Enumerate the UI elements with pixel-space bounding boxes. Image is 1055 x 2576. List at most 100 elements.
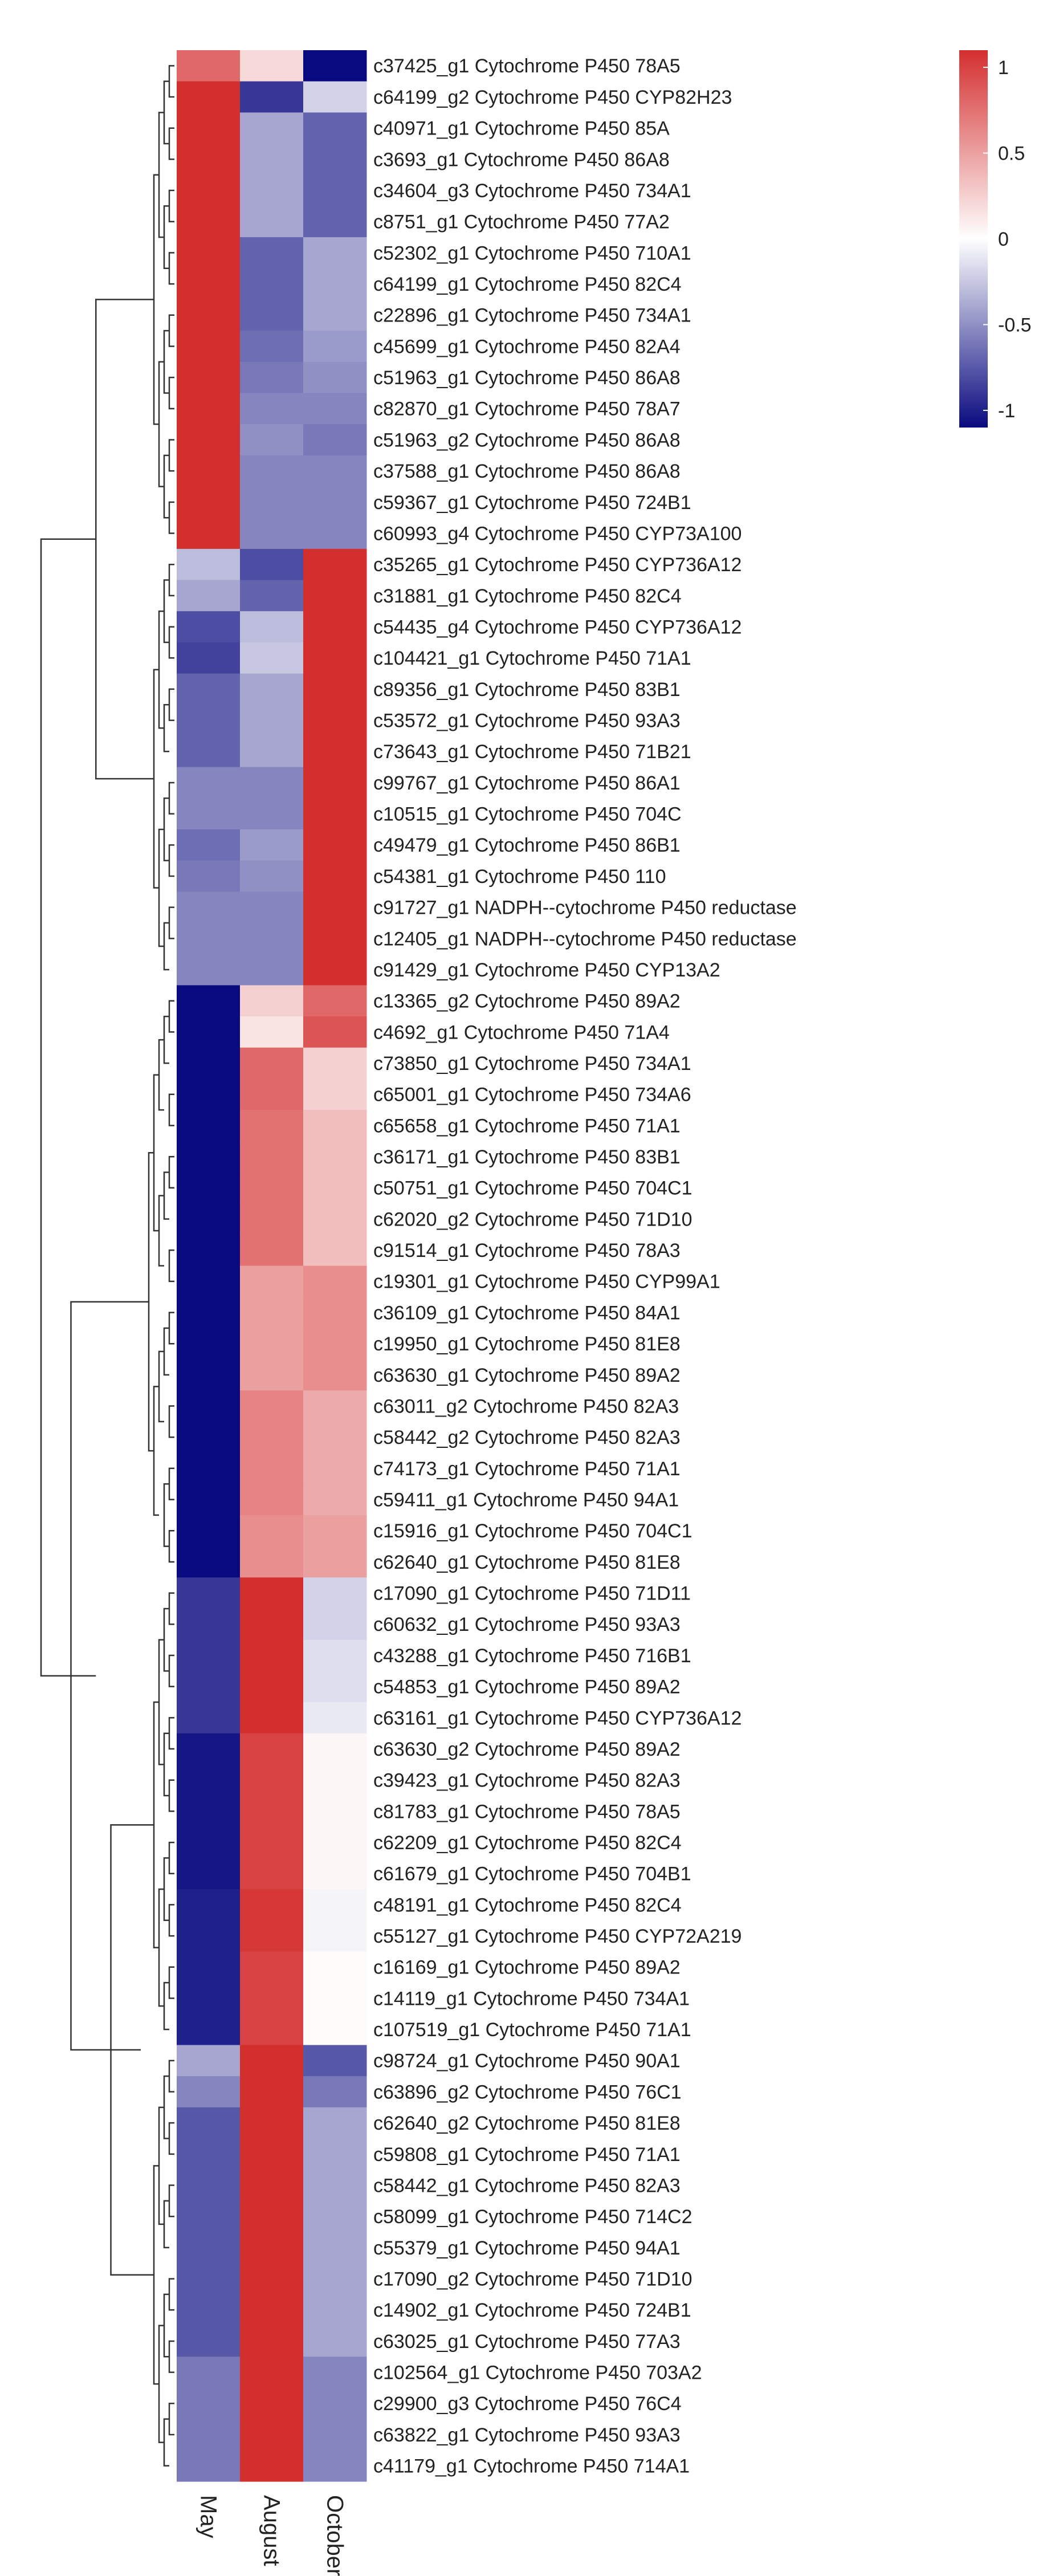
heatmap-cell — [240, 1421, 304, 1454]
heatmap-cell — [240, 548, 304, 581]
heatmap-cell — [240, 1546, 304, 1578]
heatmap-cell — [303, 486, 367, 518]
colorbar-gradient — [959, 50, 988, 428]
row-label: c16169_g1 Cytochrome P450 89A2 — [373, 1957, 681, 1979]
heatmap-cell — [177, 798, 241, 830]
heatmap-cell — [177, 860, 241, 892]
dendrogram-branch — [168, 1467, 174, 1500]
heatmap-cell — [177, 144, 241, 176]
row-label: c55379_g1 Cytochrome P450 94A1 — [373, 2237, 681, 2259]
heatmap-cell — [240, 2138, 304, 2170]
dendrogram-branch — [168, 2060, 174, 2093]
dendrogram-branch — [163, 1171, 169, 1220]
heatmap-cell — [240, 299, 304, 331]
row-label: c64199_g2 Cytochrome P450 CYP82H23 — [373, 87, 732, 108]
row-label: c36171_g1 Cytochrome P450 83B1 — [373, 1146, 681, 1168]
heatmap-cell — [240, 580, 304, 612]
row-label: c8751_g1 Cytochrome P450 77A2 — [373, 211, 670, 233]
dendrogram-branch — [168, 1779, 174, 1812]
dendrogram-branch — [168, 65, 174, 98]
heatmap-cell — [177, 1796, 241, 1828]
row-label: c98724_g1 Cytochrome P450 90A1 — [373, 2050, 681, 2072]
dendrogram-branch — [163, 579, 169, 644]
heatmap-cell — [177, 767, 241, 799]
heatmap-cell — [177, 2200, 241, 2233]
row-label: c13365_g2 Cytochrome P450 89A2 — [373, 991, 681, 1012]
heatmap-cell — [177, 1733, 241, 1765]
heatmap-cell — [240, 486, 304, 518]
row-label: c73643_g1 Cytochrome P450 71B21 — [373, 741, 691, 763]
row-label: c58442_g2 Cytochrome P450 82A3 — [373, 1427, 681, 1448]
heatmap-cell — [240, 1983, 304, 2015]
dendrogram-branch — [168, 1841, 174, 1874]
heatmap-cell — [240, 985, 304, 1017]
dendrogram-branch — [168, 1155, 174, 1189]
row-label: c63822_g1 Cytochrome P450 93A3 — [373, 2424, 681, 2446]
heatmap-cell — [303, 1796, 367, 1828]
dendrogram-branch — [163, 2418, 169, 2467]
row-label: c82870_g1 Cytochrome P450 78A7 — [373, 398, 681, 420]
heatmap-cell — [240, 144, 304, 176]
heatmap-cell — [240, 2294, 304, 2326]
dendrogram-branch — [168, 844, 174, 877]
heatmap-cell — [240, 705, 304, 736]
row-label: c81783_g1 Cytochrome P450 78A5 — [373, 1801, 681, 1822]
heatmap-cell — [177, 455, 241, 487]
colorbar-tick-label: 0.5 — [998, 143, 1025, 165]
heatmap-cell — [303, 767, 367, 799]
heatmap-cell — [303, 268, 367, 300]
heatmap-cell — [303, 361, 367, 394]
heatmap-cell — [240, 424, 304, 456]
row-label: c65658_g1 Cytochrome P450 71A1 — [373, 1115, 681, 1137]
dendrogram-branch — [163, 1981, 169, 2030]
heatmap-cell — [240, 174, 304, 206]
dendrogram-branch — [168, 1904, 174, 1937]
heatmap-cell — [177, 1421, 241, 1454]
heatmap-cell — [240, 2450, 304, 2482]
row-label: c59808_g1 Cytochrome P450 71A1 — [373, 2144, 681, 2166]
heatmap-cell — [177, 673, 241, 705]
heatmap-cell — [303, 1141, 367, 1173]
dendrogram-branch — [163, 1608, 169, 1672]
dendrogram-branch — [168, 127, 174, 160]
dendrogram-branch — [158, 361, 164, 487]
heatmap-cell — [177, 1608, 241, 1641]
row-label: c60632_g1 Cytochrome P450 93A3 — [373, 1614, 681, 1635]
heatmap-cell — [177, 829, 241, 861]
heatmap-cell — [240, 1484, 304, 1516]
heatmap-cell — [303, 1671, 367, 1703]
heatmap-cell — [177, 1265, 241, 1297]
heatmap-cell — [240, 892, 304, 923]
row-label: c64199_g1 Cytochrome P450 82C4 — [373, 274, 682, 295]
heatmap-cell — [240, 2013, 304, 2046]
heatmap-cell — [177, 954, 241, 986]
heatmap-cell — [303, 2013, 367, 2046]
column-label: October — [323, 2495, 348, 2576]
heatmap-cell — [240, 1141, 304, 1173]
heatmap-cell — [240, 361, 304, 394]
heatmap-cell — [303, 611, 367, 643]
heatmap-cell — [303, 2387, 367, 2420]
heatmap-cell — [177, 2170, 241, 2201]
dendrogram-branch — [168, 782, 174, 815]
heatmap-cell — [177, 331, 241, 363]
heatmap-cell — [240, 1764, 304, 1796]
dendrogram-branch — [158, 610, 164, 729]
row-label: c15916_g1 Cytochrome P450 704C1 — [373, 1520, 693, 1542]
heatmap-cell — [303, 1172, 367, 1204]
row-label: c63025_g1 Cytochrome P450 77A3 — [373, 2331, 681, 2353]
heatmap-cell — [240, 642, 304, 674]
row-label: c65001_g1 Cytochrome P450 734A6 — [373, 1084, 691, 1106]
dendrogram-branch — [153, 1701, 159, 1948]
heatmap-cell — [177, 1079, 241, 1110]
row-label: c14119_g1 Cytochrome P450 734A1 — [373, 1988, 690, 2009]
heatmap-cell — [240, 1515, 304, 1547]
row-label: c55127_g1 Cytochrome P450 CYP72A219 — [373, 1926, 742, 1947]
heatmap-cell — [303, 673, 367, 705]
heatmap-cell — [177, 1764, 241, 1796]
heatmap-cell — [303, 1359, 367, 1391]
row-label: c51963_g2 Cytochrome P450 86A8 — [373, 429, 681, 451]
heatmap-cell — [177, 393, 241, 425]
heatmap-cell — [303, 860, 367, 892]
heatmap-cell — [177, 361, 241, 394]
